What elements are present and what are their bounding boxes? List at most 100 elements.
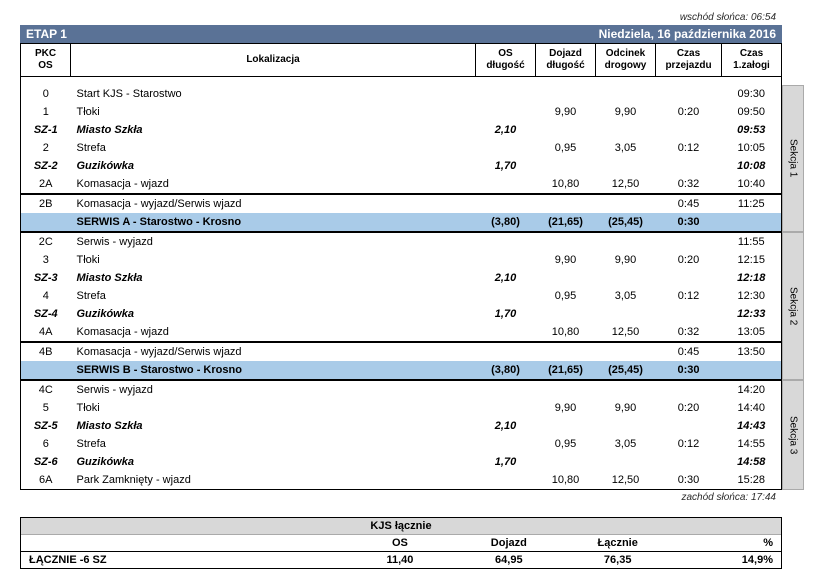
cell-odc (596, 305, 656, 323)
cell-cp: 0:32 (656, 323, 722, 342)
cell-odc (596, 85, 656, 103)
cell-doj (536, 85, 596, 103)
cell-cz: 14:58 (722, 453, 782, 471)
cell-odc (596, 453, 656, 471)
table-row: SZ-5Miasto Szkła2,1014:43 (21, 417, 782, 435)
cell-odc: 12,50 (596, 471, 656, 490)
cell-pkc: 2C (21, 232, 71, 251)
cell-odc: 9,90 (596, 251, 656, 269)
cell-odc: 9,90 (596, 103, 656, 121)
cell-pkc: 2A (21, 175, 71, 194)
cell-odc (596, 194, 656, 213)
th-pkc: PKCOS (21, 44, 71, 77)
cell-cz: 09:50 (722, 103, 782, 121)
cell-cz: 12:18 (722, 269, 782, 287)
cell-odc: 3,05 (596, 287, 656, 305)
cell-loc: SERWIS A - Starostwo - Krosno (71, 213, 476, 232)
cell-os (476, 342, 536, 361)
cell-pkc: 6 (21, 435, 71, 453)
cell-doj: 9,90 (536, 103, 596, 121)
cell-os (476, 175, 536, 194)
cell-cp: 0:32 (656, 175, 722, 194)
cell-cp: 0:30 (656, 471, 722, 490)
cell-cz: 12:30 (722, 287, 782, 305)
stage-right: Niedziela, 16 października 2016 (599, 27, 776, 41)
cell-loc: Komasacja - wyjazd/Serwis wjazd (71, 342, 476, 361)
cell-cz: 12:33 (722, 305, 782, 323)
cell-loc: Komasacja - wjazd (71, 323, 476, 342)
table-row: SZ-3Miasto Szkła2,1012:18 (21, 269, 782, 287)
cell-pkc: 4C (21, 380, 71, 399)
cell-cp: 0:30 (656, 213, 722, 232)
cell-loc: Miasto Szkła (71, 417, 476, 435)
cell-loc: Strefa (71, 287, 476, 305)
cell-cz (722, 361, 782, 380)
summary-col-lac: Łącznie (563, 535, 672, 552)
cell-cp: 0:45 (656, 342, 722, 361)
cell-os (476, 380, 536, 399)
cell-cz (722, 213, 782, 232)
th-doj: Dojazddługość (536, 44, 596, 77)
cell-os: 1,70 (476, 453, 536, 471)
cell-os: (3,80) (476, 213, 536, 232)
summary-col-os: OS (346, 535, 455, 552)
summary-row-label: ŁĄCZNIE -6 SZ (21, 552, 346, 569)
cell-os (476, 435, 536, 453)
cell-odc: (25,45) (596, 213, 656, 232)
cell-odc (596, 417, 656, 435)
cell-cz: 10:40 (722, 175, 782, 194)
sunset-note: zachód słońca: 17:44 (20, 492, 776, 503)
cell-odc (596, 121, 656, 139)
cell-doj (536, 269, 596, 287)
table-row: SERWIS B - Starostwo - Krosno(3,80)(21,6… (21, 361, 782, 380)
cell-odc: 3,05 (596, 139, 656, 157)
table-row: 4AKomasacja - wjazd10,8012,500:3213:05 (21, 323, 782, 342)
cell-pkc: 5 (21, 399, 71, 417)
cell-cz: 15:28 (722, 471, 782, 490)
cell-os: 1,70 (476, 157, 536, 175)
table-row: SZ-1Miasto Szkła2,1009:53 (21, 121, 782, 139)
cell-cz: 09:30 (722, 85, 782, 103)
cell-pkc: SZ-4 (21, 305, 71, 323)
table-row: SERWIS A - Starostwo - Krosno(3,80)(21,6… (21, 213, 782, 232)
cell-cp (656, 269, 722, 287)
cell-doj (536, 121, 596, 139)
summary-val-os: 11,40 (346, 552, 455, 569)
cell-cz: 14:55 (722, 435, 782, 453)
cell-odc: 12,50 (596, 323, 656, 342)
stage-left: ETAP 1 (26, 27, 67, 41)
cell-cp: 0:20 (656, 399, 722, 417)
sunrise-note: wschód słońca: 06:54 (20, 12, 776, 23)
cell-doj: (21,65) (536, 213, 596, 232)
cell-cp (656, 85, 722, 103)
cell-cp (656, 232, 722, 251)
cell-doj: 0,95 (536, 435, 596, 453)
cell-cz: 13:05 (722, 323, 782, 342)
cell-odc (596, 380, 656, 399)
cell-cz: 14:43 (722, 417, 782, 435)
cell-cz: 14:20 (722, 380, 782, 399)
cell-pkc: SZ-6 (21, 453, 71, 471)
stage-header: ETAP 1 Niedziela, 16 października 2016 (20, 25, 782, 43)
table-row: 4Strefa0,953,050:1212:30 (21, 287, 782, 305)
cell-pkc: 6A (21, 471, 71, 490)
cell-doj (536, 417, 596, 435)
cell-cz: 14:40 (722, 399, 782, 417)
cell-odc (596, 269, 656, 287)
table-row: 3Tłoki9,909,900:2012:15 (21, 251, 782, 269)
cell-doj: 9,90 (536, 399, 596, 417)
th-loc: Lokalizacja (71, 44, 476, 77)
cell-loc: Tłoki (71, 399, 476, 417)
cell-doj (536, 305, 596, 323)
th-cz: Czas1.załogi (722, 44, 782, 77)
cell-os (476, 103, 536, 121)
cell-pkc: SZ-3 (21, 269, 71, 287)
cell-os (476, 85, 536, 103)
cell-loc: Tłoki (71, 251, 476, 269)
table-row: 4CSerwis - wyjazd14:20 (21, 380, 782, 399)
cell-doj: 0,95 (536, 287, 596, 305)
cell-cz: 12:15 (722, 251, 782, 269)
cell-os: (3,80) (476, 361, 536, 380)
cell-odc: 12,50 (596, 175, 656, 194)
summary-col-pct: % (672, 535, 781, 552)
